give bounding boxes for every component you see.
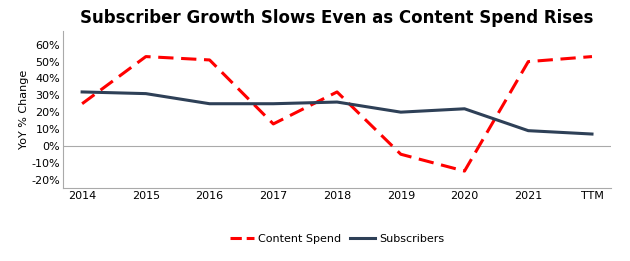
Subscribers (588, 133, 596, 136)
Subscribers (397, 111, 404, 114)
Content Spend (397, 153, 404, 156)
Content Spend (206, 58, 214, 62)
Content Spend (270, 122, 277, 126)
Subscribers (206, 102, 214, 105)
Content Spend (333, 90, 341, 93)
Line: Content Spend: Content Spend (82, 57, 592, 171)
Legend: Content Spend, Subscribers: Content Spend, Subscribers (225, 229, 449, 248)
Subscribers (142, 92, 150, 95)
Subscribers (78, 90, 86, 93)
Content Spend (588, 55, 596, 58)
Title: Subscriber Growth Slows Even as Content Spend Rises: Subscriber Growth Slows Even as Content … (81, 9, 593, 27)
Content Spend (524, 60, 532, 63)
Content Spend (461, 169, 468, 173)
Content Spend (78, 102, 86, 105)
Line: Subscribers: Subscribers (82, 92, 592, 134)
Subscribers (270, 102, 277, 105)
Content Spend (142, 55, 150, 58)
Y-axis label: YoY % Change: YoY % Change (19, 70, 29, 149)
Subscribers (333, 100, 341, 104)
Subscribers (461, 107, 468, 110)
Subscribers (524, 129, 532, 132)
